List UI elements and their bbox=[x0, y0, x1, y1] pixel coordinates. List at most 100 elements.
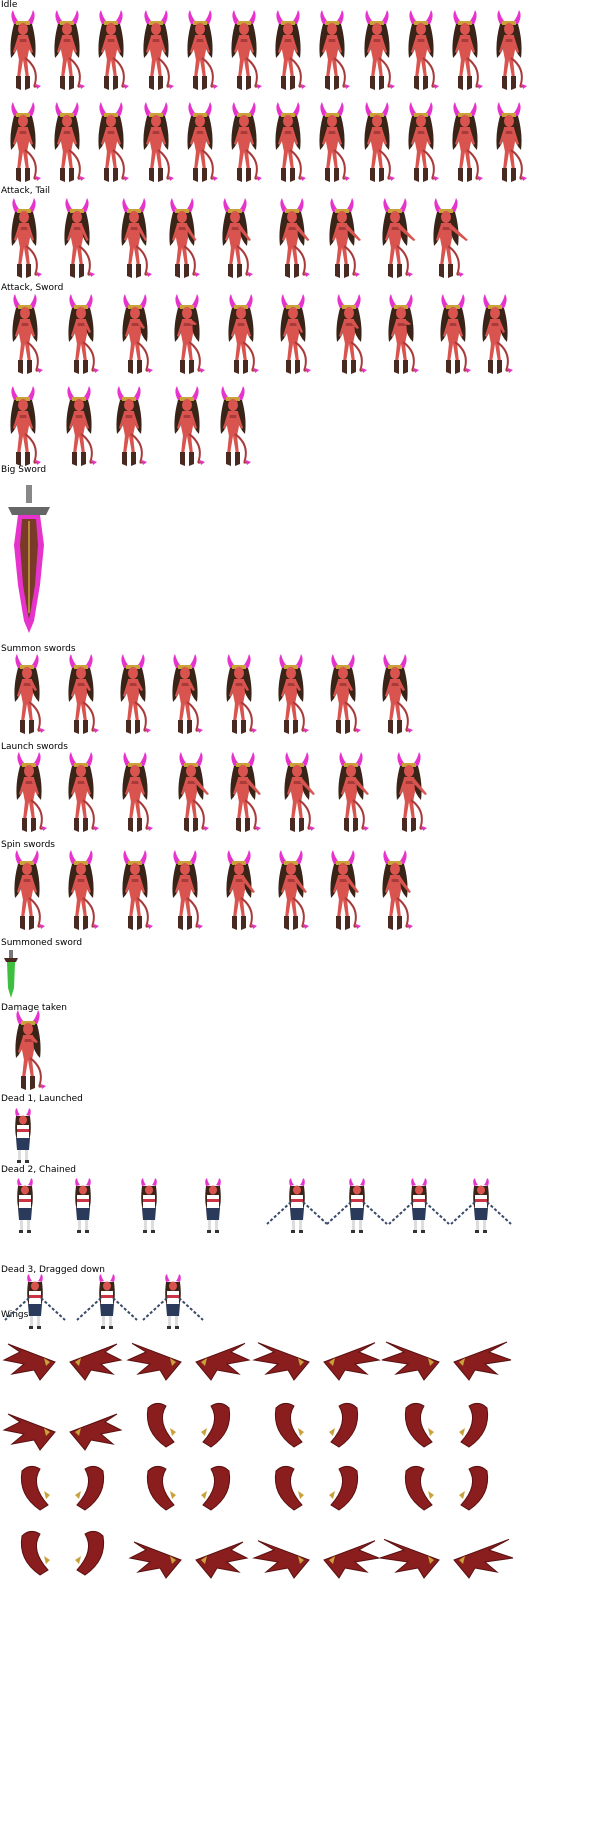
spin-swords-frame bbox=[330, 850, 361, 930]
section-label-dead2: Dead 2, Chained bbox=[1, 1165, 76, 1175]
idle-frame bbox=[143, 10, 174, 90]
idle-frame bbox=[231, 10, 262, 90]
wing-pair-frame bbox=[2, 1343, 123, 1381]
attack-sword-frame bbox=[12, 294, 43, 374]
summoned-sword bbox=[4, 950, 18, 998]
attack-tail-frame bbox=[222, 198, 253, 278]
dead2-frame bbox=[388, 1178, 450, 1233]
attack-tail-frame bbox=[279, 198, 310, 278]
summon-swords-frame bbox=[172, 654, 203, 734]
attack-sword-frame bbox=[482, 294, 513, 374]
wing-pair-frame bbox=[128, 1541, 249, 1579]
spin-swords-frame bbox=[68, 850, 99, 930]
wing-pair-frame bbox=[379, 1538, 514, 1579]
dead2-frame bbox=[141, 1178, 157, 1233]
dead2-frame bbox=[266, 1178, 328, 1233]
launch-swords-frame bbox=[68, 752, 99, 832]
idle-frame bbox=[275, 102, 307, 182]
attack-sword-frame bbox=[440, 294, 471, 374]
attack-sword-frame bbox=[174, 386, 205, 466]
attack-tail-frame bbox=[382, 198, 416, 278]
idle-frame bbox=[10, 102, 41, 182]
wing-pair-frame bbox=[274, 1402, 359, 1448]
dead2-frame bbox=[450, 1178, 512, 1233]
idle-frame bbox=[187, 10, 218, 90]
summon-swords-frame bbox=[14, 654, 45, 734]
attack-tail-frame bbox=[169, 198, 200, 278]
launch-swords-frame bbox=[230, 752, 261, 832]
wing-pair-frame bbox=[381, 1341, 512, 1381]
wing-pair-frame bbox=[404, 1465, 489, 1511]
summon-swords-frame bbox=[120, 654, 151, 734]
attack-tail-frame bbox=[329, 198, 361, 278]
summon-swords-frame bbox=[68, 654, 99, 734]
big-sword bbox=[8, 485, 50, 633]
launch-swords-frame bbox=[16, 752, 47, 832]
attack-sword-frame bbox=[68, 294, 99, 374]
dead3-frame bbox=[4, 1274, 66, 1329]
attack-tail-frame bbox=[11, 198, 42, 278]
launch-swords-frame bbox=[338, 752, 369, 832]
idle-frame bbox=[143, 102, 174, 182]
section-label-summoned-sword: Summoned sword bbox=[1, 938, 83, 948]
wing-pair-frame bbox=[126, 1342, 251, 1381]
dead2-frame bbox=[326, 1178, 388, 1233]
launch-swords-frame bbox=[122, 752, 153, 832]
section-label-attack-sword: Attack, Sword bbox=[1, 283, 64, 293]
attack-sword-frame bbox=[10, 386, 41, 466]
dead3-frame bbox=[142, 1274, 204, 1329]
attack-tail-frame bbox=[64, 198, 95, 278]
idle-frame bbox=[54, 102, 86, 182]
launch-swords-frame bbox=[284, 752, 315, 832]
attack-sword-frame bbox=[388, 294, 419, 374]
idle-frame bbox=[319, 10, 351, 90]
wing-pair-frame bbox=[146, 1465, 231, 1511]
summon-swords-frame bbox=[382, 654, 413, 734]
wing-pair-frame bbox=[274, 1465, 359, 1511]
section-label-idle: Idle bbox=[1, 0, 18, 10]
idle-frame bbox=[452, 102, 483, 182]
attack-tail-frame bbox=[433, 198, 468, 278]
wing-pair-frame bbox=[252, 1540, 381, 1579]
spin-swords-frame bbox=[14, 850, 45, 930]
idle-frame bbox=[319, 102, 351, 182]
launch-swords-frame bbox=[396, 752, 427, 832]
attack-sword-frame bbox=[174, 294, 205, 374]
wing-pair-frame bbox=[20, 1465, 105, 1511]
section-label-dead3: Dead 3, Dragged down bbox=[1, 1265, 105, 1275]
attack-tail-frame bbox=[121, 198, 152, 278]
idle-frame bbox=[408, 102, 439, 182]
wing-pair-frame bbox=[252, 1342, 381, 1381]
idle-frame bbox=[364, 102, 395, 182]
dead2-frame bbox=[205, 1178, 221, 1233]
attack-sword-frame bbox=[122, 294, 153, 374]
attack-sword-frame bbox=[220, 386, 251, 466]
spin-swords-frame bbox=[226, 850, 257, 930]
damage-taken-frame bbox=[15, 1010, 46, 1090]
summon-swords-frame bbox=[278, 654, 309, 734]
idle-frame bbox=[275, 10, 307, 90]
idle-frame bbox=[496, 10, 528, 90]
idle-frame bbox=[364, 10, 395, 90]
idle-frame bbox=[54, 10, 86, 90]
spin-swords-frame bbox=[122, 850, 153, 930]
spin-swords-frame bbox=[278, 850, 309, 930]
section-label-wings: Wings bbox=[1, 1310, 29, 1320]
spin-swords-frame bbox=[172, 850, 203, 930]
section-label-big-sword: Big Sword bbox=[1, 465, 47, 475]
idle-frame bbox=[231, 102, 262, 182]
summon-swords-frame bbox=[226, 654, 257, 734]
idle-frame bbox=[408, 10, 439, 90]
idle-frame bbox=[98, 102, 130, 182]
section-label-dead1: Dead 1, Launched bbox=[1, 1094, 83, 1104]
wing-pair-frame bbox=[2, 1413, 123, 1451]
section-label-summon-swords: Summon swords bbox=[1, 644, 76, 654]
attack-sword-frame bbox=[336, 294, 367, 374]
section-label-launch-swords: Launch swords bbox=[1, 742, 68, 752]
attack-sword-frame bbox=[280, 294, 311, 374]
idle-frame bbox=[496, 102, 528, 182]
spin-swords-frame bbox=[382, 850, 413, 930]
summon-swords-frame bbox=[330, 654, 361, 734]
section-label-attack-tail: Attack, Tail bbox=[1, 186, 50, 196]
attack-sword-frame bbox=[66, 386, 97, 466]
